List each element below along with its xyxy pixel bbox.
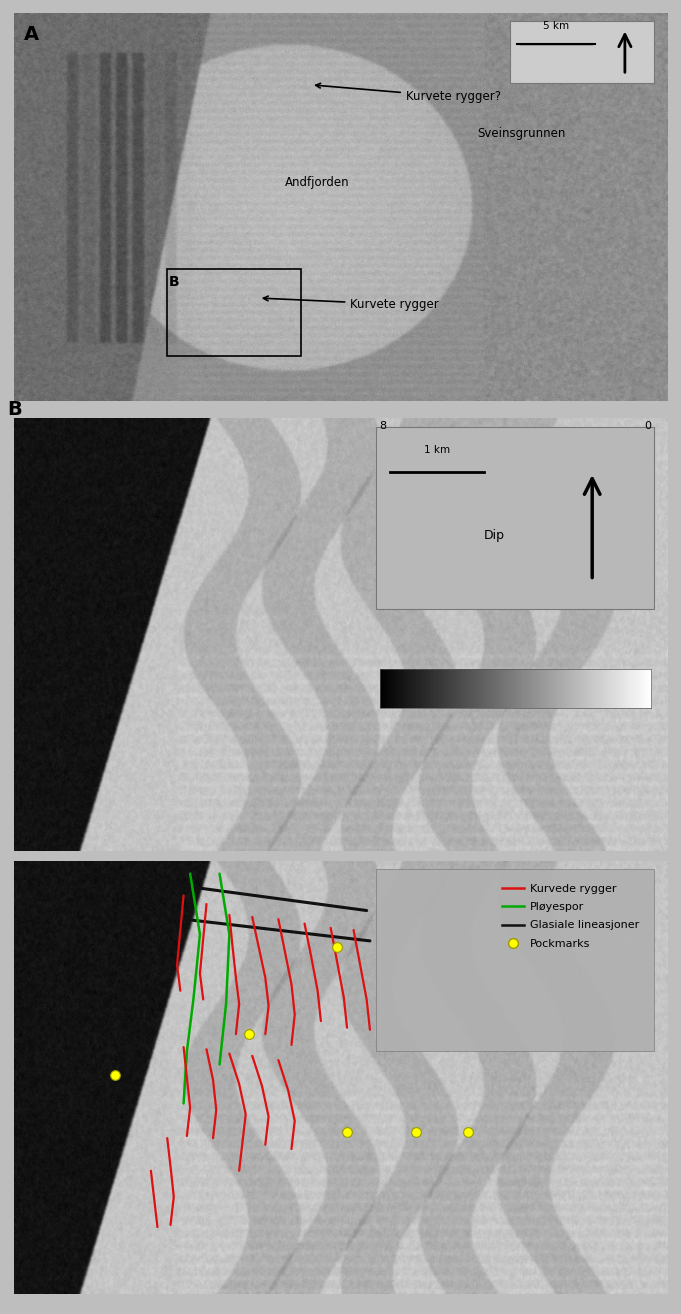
- Bar: [168, 269, 301, 356]
- Text: Kurvete rygger: Kurvete rygger: [264, 296, 439, 310]
- Text: Sveinsgrunnen: Sveinsgrunnen: [477, 127, 566, 141]
- Text: B: B: [169, 275, 180, 289]
- Bar: [377, 870, 654, 1051]
- Legend: Kurvede rygger, Pløyespor, Glasiale lineasjoner, Pockmarks: Kurvede rygger, Pløyespor, Glasiale line…: [495, 876, 646, 955]
- Text: Andfjorden: Andfjorden: [285, 176, 350, 189]
- Text: Kurvete rygger?: Kurvete rygger?: [316, 83, 501, 104]
- Bar: [511, 21, 654, 83]
- Text: 1 km: 1 km: [424, 444, 450, 455]
- Text: Dip: Dip: [484, 530, 505, 543]
- Text: A: A: [23, 25, 39, 43]
- Text: 8: 8: [380, 420, 387, 431]
- Text: 5 km: 5 km: [543, 21, 569, 30]
- Text: B: B: [7, 401, 22, 419]
- Text: 0: 0: [644, 420, 651, 431]
- Bar: [377, 427, 654, 608]
